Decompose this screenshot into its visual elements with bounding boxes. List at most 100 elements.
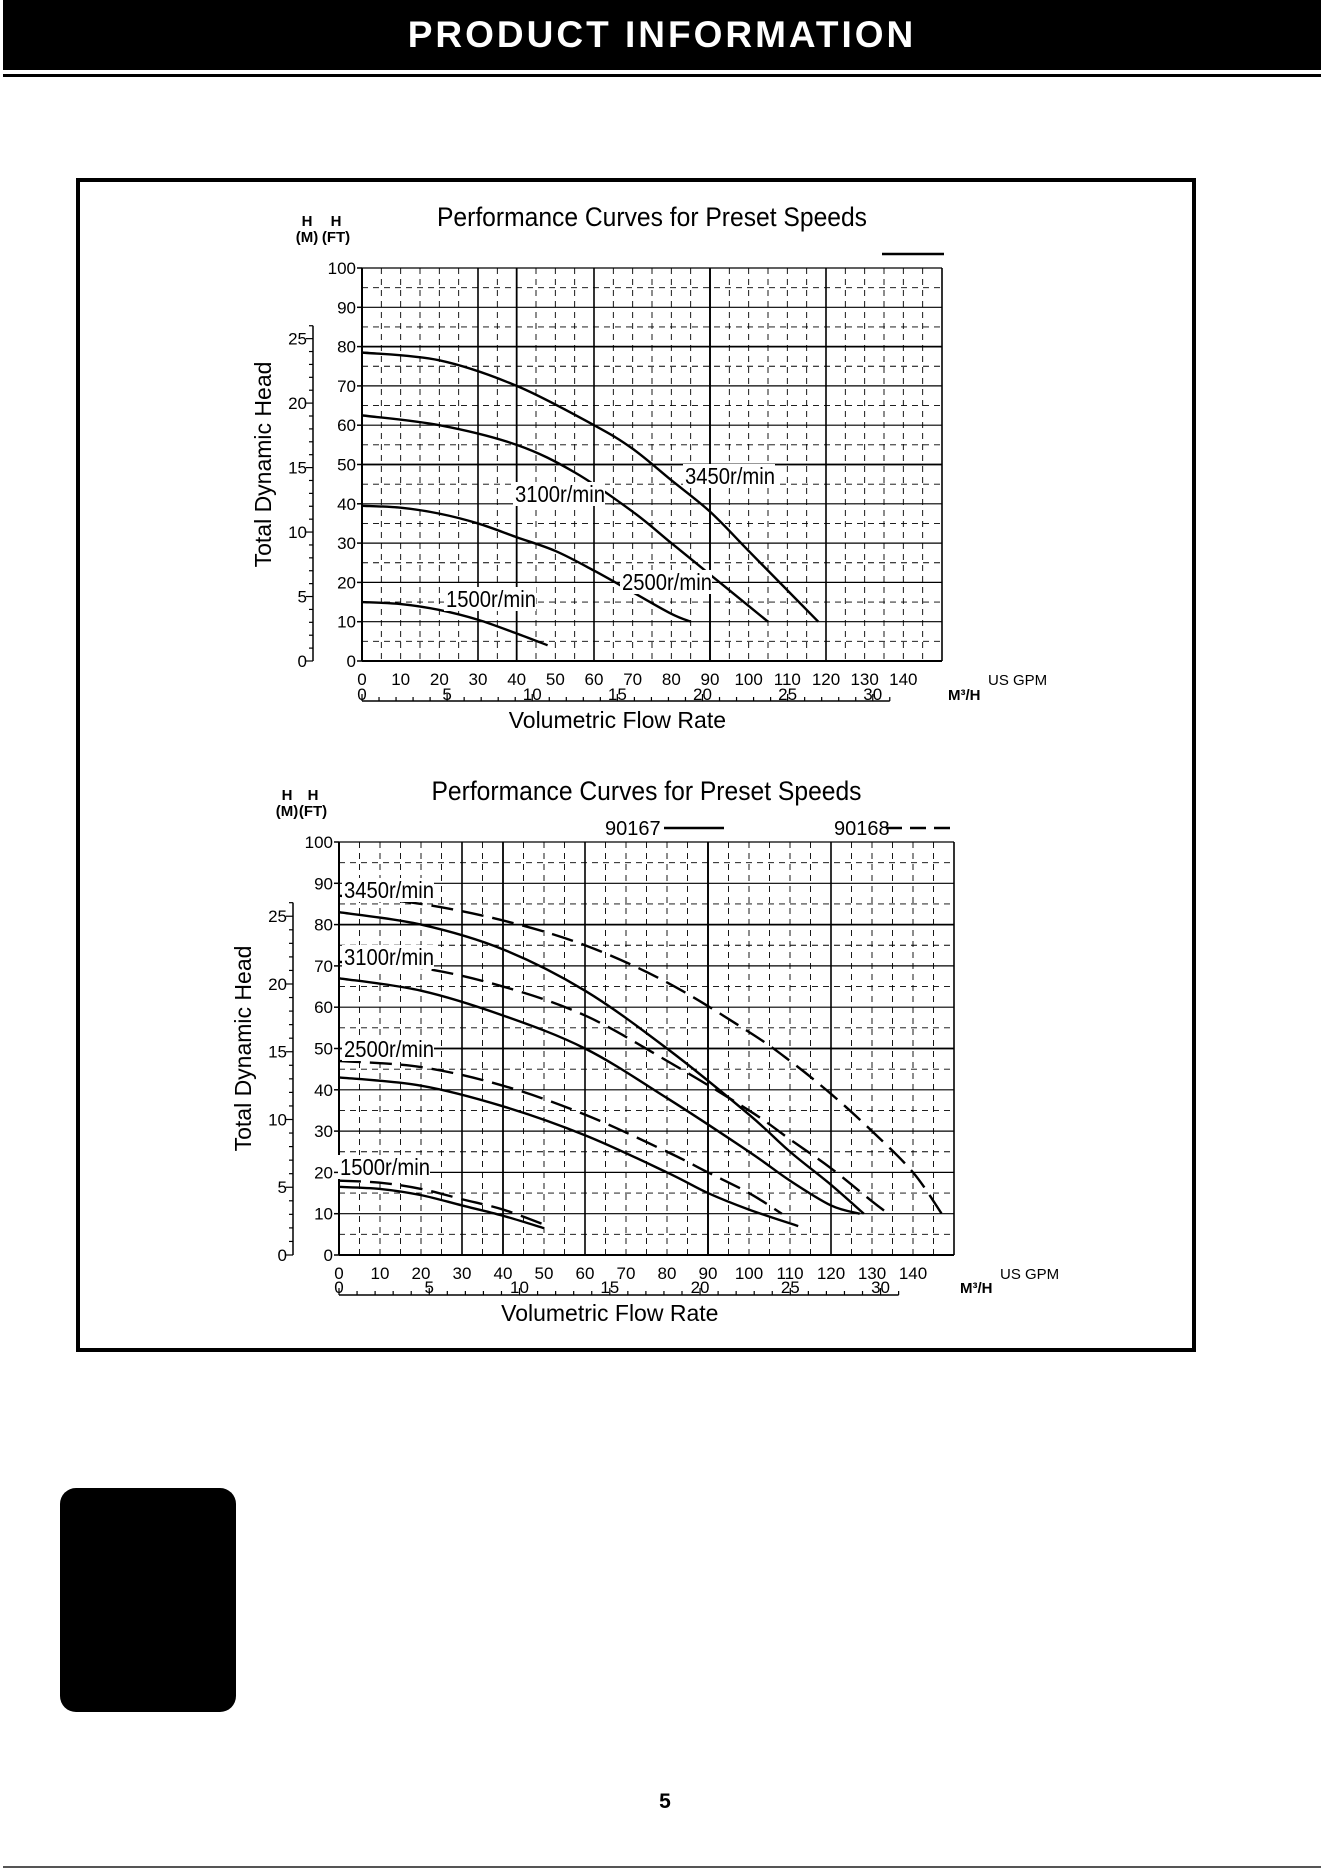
x-tick-label: 40 bbox=[507, 670, 526, 689]
y2-tick-label: 25 bbox=[288, 330, 307, 349]
y-tick-label: 20 bbox=[337, 573, 356, 592]
x-tick-label: 110 bbox=[774, 670, 801, 689]
x-tick-label: 140 bbox=[899, 1264, 927, 1283]
speed-label: 3100r/min bbox=[515, 481, 605, 507]
y-tick-label: 90 bbox=[314, 874, 333, 893]
x-tick-label: 40 bbox=[494, 1264, 513, 1283]
y-tick-label: 90 bbox=[337, 298, 356, 317]
chart-title: Performance Curves for Preset Speeds bbox=[437, 202, 867, 232]
x2-tick-label: 0 bbox=[357, 685, 366, 704]
series-line bbox=[361, 414, 769, 623]
x-tick-label: 30 bbox=[469, 670, 488, 689]
chart-frame bbox=[76, 178, 1196, 1352]
y-tick-label: 40 bbox=[314, 1081, 333, 1100]
y2-tick-label: 15 bbox=[268, 1043, 287, 1062]
page-number: 5 bbox=[659, 1790, 671, 1813]
speed-label: 2500r/min bbox=[622, 569, 712, 595]
x2-tick-label: 25 bbox=[781, 1278, 800, 1297]
x-tick-label: 60 bbox=[585, 670, 604, 689]
x2-tick-label: 25 bbox=[778, 685, 797, 704]
y-tick-label: 50 bbox=[337, 456, 356, 475]
y2-unit-letter: H bbox=[302, 213, 313, 230]
x-tick-label: 80 bbox=[662, 670, 681, 689]
x2-tick-label: 30 bbox=[863, 685, 882, 704]
y-axis-label: Total Dynamic Head bbox=[250, 362, 276, 568]
y-tick-label: 10 bbox=[314, 1205, 333, 1224]
y2-tick-label: 0 bbox=[298, 652, 307, 671]
annotation-bg bbox=[513, 482, 605, 506]
x-tick-label: 70 bbox=[623, 670, 642, 689]
y2-unit-paren: (M) bbox=[296, 229, 319, 246]
x-axis-label: Volumetric Flow Rate bbox=[509, 707, 726, 733]
series-line bbox=[338, 960, 890, 1215]
series-line bbox=[338, 977, 861, 1215]
series-line bbox=[338, 1179, 549, 1228]
y-tick-label: 20 bbox=[314, 1163, 333, 1182]
annotation-bg bbox=[342, 1037, 434, 1061]
speed-label: 3450r/min bbox=[685, 463, 775, 489]
x2-tick-label: 10 bbox=[510, 1278, 529, 1297]
x2-tick-label: 10 bbox=[523, 685, 542, 704]
page-title: PRODUCT INFORMATION bbox=[407, 14, 917, 55]
y2-tick-label: 5 bbox=[298, 588, 307, 607]
y-tick-label: 50 bbox=[314, 1040, 333, 1059]
footer-rule bbox=[3, 1866, 1321, 1868]
y2-tick-label: 25 bbox=[268, 907, 287, 926]
x-tick-label: 30 bbox=[453, 1264, 472, 1283]
y2-tick-label: 20 bbox=[288, 394, 307, 413]
x-tick-label: 120 bbox=[812, 670, 840, 689]
x-tick-label: 20 bbox=[412, 1264, 431, 1283]
x-tick-label: 0 bbox=[334, 1264, 343, 1283]
x-tick-label: 110 bbox=[776, 1264, 803, 1283]
x-tick-label: 120 bbox=[817, 1264, 845, 1283]
chart-2: Performance Curves for Preset Speeds 0 10 2… bbox=[230, 776, 1059, 1326]
x-tick-label: 140 bbox=[889, 670, 917, 689]
y-tick-label: 100 bbox=[305, 833, 333, 852]
series-line bbox=[338, 911, 865, 1215]
annotation-bg bbox=[342, 945, 434, 969]
y-tick-label: 60 bbox=[314, 998, 333, 1017]
x-tick-label: 10 bbox=[371, 1264, 390, 1283]
chart-1: Performance Curves for Preset Speeds 0 10 2… bbox=[250, 202, 1047, 733]
x-tick-label: 20 bbox=[430, 670, 449, 689]
y-tick-label: 30 bbox=[314, 1122, 333, 1141]
speed-label: 1500r/min bbox=[446, 586, 536, 612]
x-axis-label: Volumetric Flow Rate bbox=[501, 1300, 718, 1326]
series-line bbox=[338, 1059, 783, 1215]
x2-unit-label: M³/H bbox=[948, 687, 981, 704]
x-tick-label: 90 bbox=[699, 1264, 718, 1283]
annotation-bg bbox=[338, 1155, 430, 1179]
y2-tick-label: 15 bbox=[288, 459, 307, 478]
annotation-bg bbox=[342, 878, 434, 902]
x-tick-label: 50 bbox=[535, 1264, 554, 1283]
y2-tick-label: 10 bbox=[268, 1110, 287, 1129]
x2-tick-label: 15 bbox=[608, 685, 627, 704]
y2-unit-paren: (M) bbox=[276, 803, 299, 820]
x-tick-label: 70 bbox=[617, 1264, 636, 1283]
y-tick-label: 0 bbox=[324, 1246, 333, 1265]
series-line bbox=[338, 894, 943, 1215]
x-unit-label: US GPM bbox=[1000, 1266, 1059, 1283]
y-tick-label: 80 bbox=[337, 338, 356, 357]
y-axis-label: Total Dynamic Head bbox=[230, 946, 256, 1152]
y-tick-label: 80 bbox=[314, 916, 333, 935]
y2-tick-label: 0 bbox=[278, 1246, 287, 1265]
y-tick-label: 60 bbox=[337, 416, 356, 435]
x-tick-label: 0 bbox=[357, 670, 366, 689]
y-tick-label: 70 bbox=[337, 377, 356, 396]
x2-tick-label: 20 bbox=[691, 1278, 710, 1297]
x2-unit-label: M³/H bbox=[960, 1280, 993, 1297]
x-tick-label: 100 bbox=[734, 670, 762, 689]
x-tick-label: 130 bbox=[850, 670, 878, 689]
speed-label: 3100r/min bbox=[344, 944, 434, 970]
chart-title: Performance Curves for Preset Speeds bbox=[432, 776, 862, 806]
annotation-bg bbox=[444, 587, 536, 611]
annotation-bg bbox=[683, 464, 775, 488]
series-line bbox=[338, 1185, 545, 1230]
header-rule bbox=[3, 74, 1321, 77]
x-unit-label: US GPM bbox=[988, 672, 1047, 689]
x-tick-label: 130 bbox=[858, 1264, 886, 1283]
series-line bbox=[361, 351, 820, 623]
x-tick-label: 90 bbox=[701, 670, 720, 689]
